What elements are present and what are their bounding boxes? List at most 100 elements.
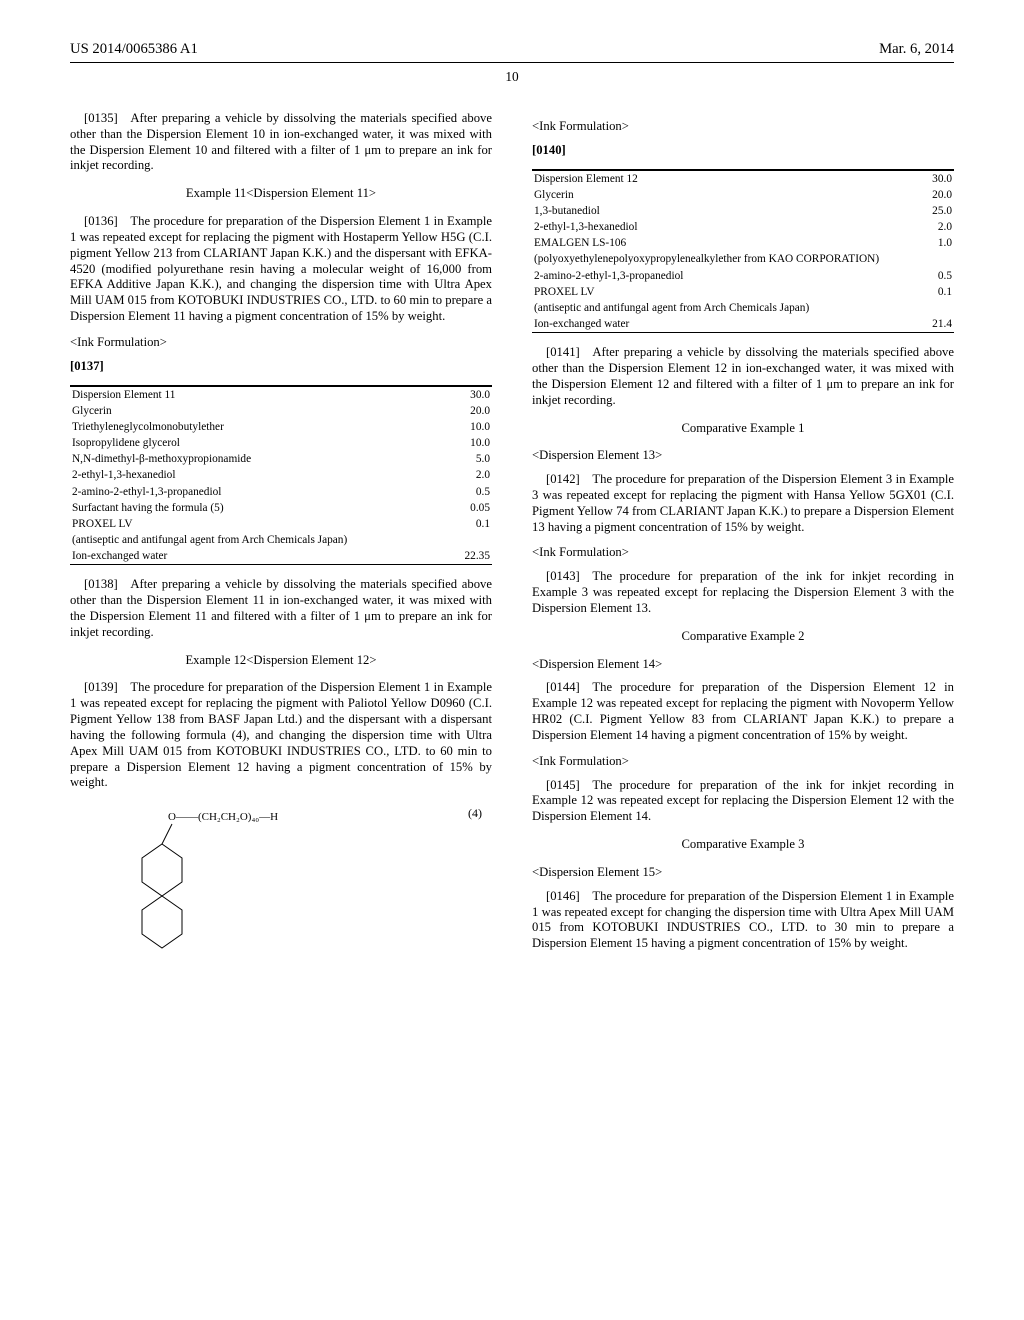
ingredient-amount: 30.0: [440, 387, 492, 403]
ingredient-amount: 0.5: [917, 268, 954, 284]
ingredient-amount: 0.1: [917, 284, 954, 300]
ingredient-name: (antiseptic and antifungal agent from Ar…: [532, 300, 917, 316]
table-row: 2-ethyl-1,3-hexanediol2.0: [532, 219, 954, 235]
comparative-example-2-title: Comparative Example 2: [532, 629, 954, 645]
ingredient-amount: 2.0: [440, 467, 492, 483]
page-header: US 2014/0065386 A1 Mar. 6, 2014: [70, 40, 954, 63]
example-12-title: Example 12<Dispersion Element 12>: [70, 653, 492, 669]
paragraph-0141: [0141] After preparing a vehicle by diss…: [532, 345, 954, 408]
table-row: PROXEL LV0.1: [532, 284, 954, 300]
table-row: 2-amino-2-ethyl-1,3-propanediol0.5: [532, 268, 954, 284]
paragraph-0139: [0139] The procedure for preparation of …: [70, 680, 492, 791]
ingredient-amount: 22.35: [440, 548, 492, 565]
paragraph-0140-num: [0140]: [532, 143, 566, 157]
paragraph-0138: [0138] After preparing a vehicle by diss…: [70, 577, 492, 640]
ingredient-amount: 10.0: [440, 435, 492, 451]
paragraph-0143: [0143] The procedure for preparation of …: [532, 569, 954, 616]
table-row: Ion-exchanged water21.4: [532, 316, 954, 333]
ingredient-name: Surfactant having the formula (5): [70, 500, 440, 516]
table-row: 2-ethyl-1,3-hexanediol2.0: [70, 467, 492, 483]
ingredient-amount: 21.4: [917, 316, 954, 333]
table-row: Dispersion Element 1130.0: [70, 387, 492, 403]
ingredient-name: EMALGEN LS-106: [532, 235, 917, 251]
table-row: Isopropylidene glycerol10.0: [70, 435, 492, 451]
dispersion-element-15-title: <Dispersion Element 15>: [532, 865, 954, 881]
ingredient-amount: 1.0: [917, 235, 954, 251]
formulation-table-11: Dispersion Element 1130.0Glycerin20.0Tri…: [70, 385, 492, 566]
ingredient-amount: 0.05: [440, 500, 492, 516]
table-row: Dispersion Element 1230.0: [532, 171, 954, 187]
chemical-structure-4: (4) O——(CH₂CH₂O)₄₀—H: [70, 806, 492, 961]
table-row: Glycerin20.0: [70, 403, 492, 419]
ingredient-amount: 30.0: [917, 171, 954, 187]
ingredient-amount: [917, 300, 954, 316]
table-row: Triethyleneglycolmonobutylether10.0: [70, 419, 492, 435]
ingredient-name: Dispersion Element 11: [70, 387, 440, 403]
ingredient-name: PROXEL LV: [532, 284, 917, 300]
ingredient-amount: 20.0: [917, 187, 954, 203]
table-row: 1,3-butanediol25.0: [532, 203, 954, 219]
ingredient-name: Ion-exchanged water: [532, 316, 917, 333]
ingredient-amount: 25.0: [917, 203, 954, 219]
ingredient-name: 2-ethyl-1,3-hexanediol: [70, 467, 440, 483]
left-column: [0135] After preparing a vehicle by diss…: [70, 111, 492, 971]
paragraph-0142: [0142] The procedure for preparation of …: [532, 472, 954, 535]
ingredient-name: Isopropylidene glycerol: [70, 435, 440, 451]
comparative-example-1-title: Comparative Example 1: [532, 421, 954, 437]
ingredient-name: (antiseptic and antifungal agent from Ar…: [70, 532, 440, 548]
dispersion-element-14-title: <Dispersion Element 14>: [532, 657, 954, 673]
table-row: Surfactant having the formula (5)0.05: [70, 500, 492, 516]
paragraph-0137-num: [0137]: [70, 359, 104, 373]
right-column: <Ink Formulation> [0140] Dispersion Elem…: [532, 111, 954, 971]
table-row: (antiseptic and antifungal agent from Ar…: [532, 300, 954, 316]
table-row: (antiseptic and antifungal agent from Ar…: [70, 532, 492, 548]
publication-date: Mar. 6, 2014: [879, 40, 954, 58]
ingredient-amount: [917, 251, 954, 267]
content-columns: [0135] After preparing a vehicle by diss…: [70, 111, 954, 971]
paragraph-0144: [0144] The procedure for preparation of …: [532, 680, 954, 743]
ingredient-name: (polyoxyethylenepolyoxypropylenealkyleth…: [532, 251, 917, 267]
paragraph-0135: [0135] After preparing a vehicle by diss…: [70, 111, 492, 174]
ingredient-amount: 0.5: [440, 484, 492, 500]
ingredient-amount: 20.0: [440, 403, 492, 419]
table-row: PROXEL LV0.1: [70, 516, 492, 532]
page-number: 10: [70, 69, 954, 86]
ingredient-name: 2-amino-2-ethyl-1,3-propanediol: [532, 268, 917, 284]
ingredient-name: Glycerin: [532, 187, 917, 203]
table-row: N,N-dimethyl-β-methoxypropionamide5.0: [70, 451, 492, 467]
comparative-example-3-title: Comparative Example 3: [532, 837, 954, 853]
formula-4-label: (4): [468, 806, 482, 821]
ingredient-amount: 10.0: [440, 419, 492, 435]
ingredient-name: Glycerin: [70, 403, 440, 419]
ink-formulation-label: <Ink Formulation>: [70, 335, 492, 351]
ingredient-name: 1,3-butanediol: [532, 203, 917, 219]
paragraph-0145: [0145] The procedure for preparation of …: [532, 778, 954, 825]
ink-formulation-label-r2: <Ink Formulation>: [532, 545, 954, 561]
publication-number: US 2014/0065386 A1: [70, 40, 198, 58]
table-row: 2-amino-2-ethyl-1,3-propanediol0.5: [70, 484, 492, 500]
paragraph-0146: [0146] The procedure for preparation of …: [532, 889, 954, 952]
ingredient-name: 2-amino-2-ethyl-1,3-propanediol: [70, 484, 440, 500]
ingredient-name: Triethyleneglycolmonobutylether: [70, 419, 440, 435]
ingredient-name: PROXEL LV: [70, 516, 440, 532]
ingredient-name: 2-ethyl-1,3-hexanediol: [532, 219, 917, 235]
ingredient-name: Ion-exchanged water: [70, 548, 440, 565]
naphthalene-structure-icon: O——(CH₂CH₂O)₄₀—H: [110, 806, 340, 956]
formulation-table-12: Dispersion Element 1230.0Glycerin20.01,3…: [532, 169, 954, 334]
ingredient-amount: [440, 532, 492, 548]
ingredient-amount: 2.0: [917, 219, 954, 235]
ingredient-name: N,N-dimethyl-β-methoxypropionamide: [70, 451, 440, 467]
ingredient-name: Dispersion Element 12: [532, 171, 917, 187]
table-row: Ion-exchanged water22.35: [70, 548, 492, 565]
example-11-title: Example 11<Dispersion Element 11>: [70, 186, 492, 202]
table-row: Glycerin20.0: [532, 187, 954, 203]
table-row: (polyoxyethylenepolyoxypropylenealkyleth…: [532, 251, 954, 267]
table-row: EMALGEN LS-1061.0: [532, 235, 954, 251]
ingredient-amount: 5.0: [440, 451, 492, 467]
formula-chain-text: O——(CH₂CH₂O)₄₀—H: [168, 811, 278, 823]
ink-formulation-label-r3: <Ink Formulation>: [532, 754, 954, 770]
dispersion-element-13-title: <Dispersion Element 13>: [532, 448, 954, 464]
ink-formulation-label-r1: <Ink Formulation>: [532, 119, 954, 135]
ingredient-amount: 0.1: [440, 516, 492, 532]
paragraph-0136: [0136] The procedure for preparation of …: [70, 214, 492, 325]
